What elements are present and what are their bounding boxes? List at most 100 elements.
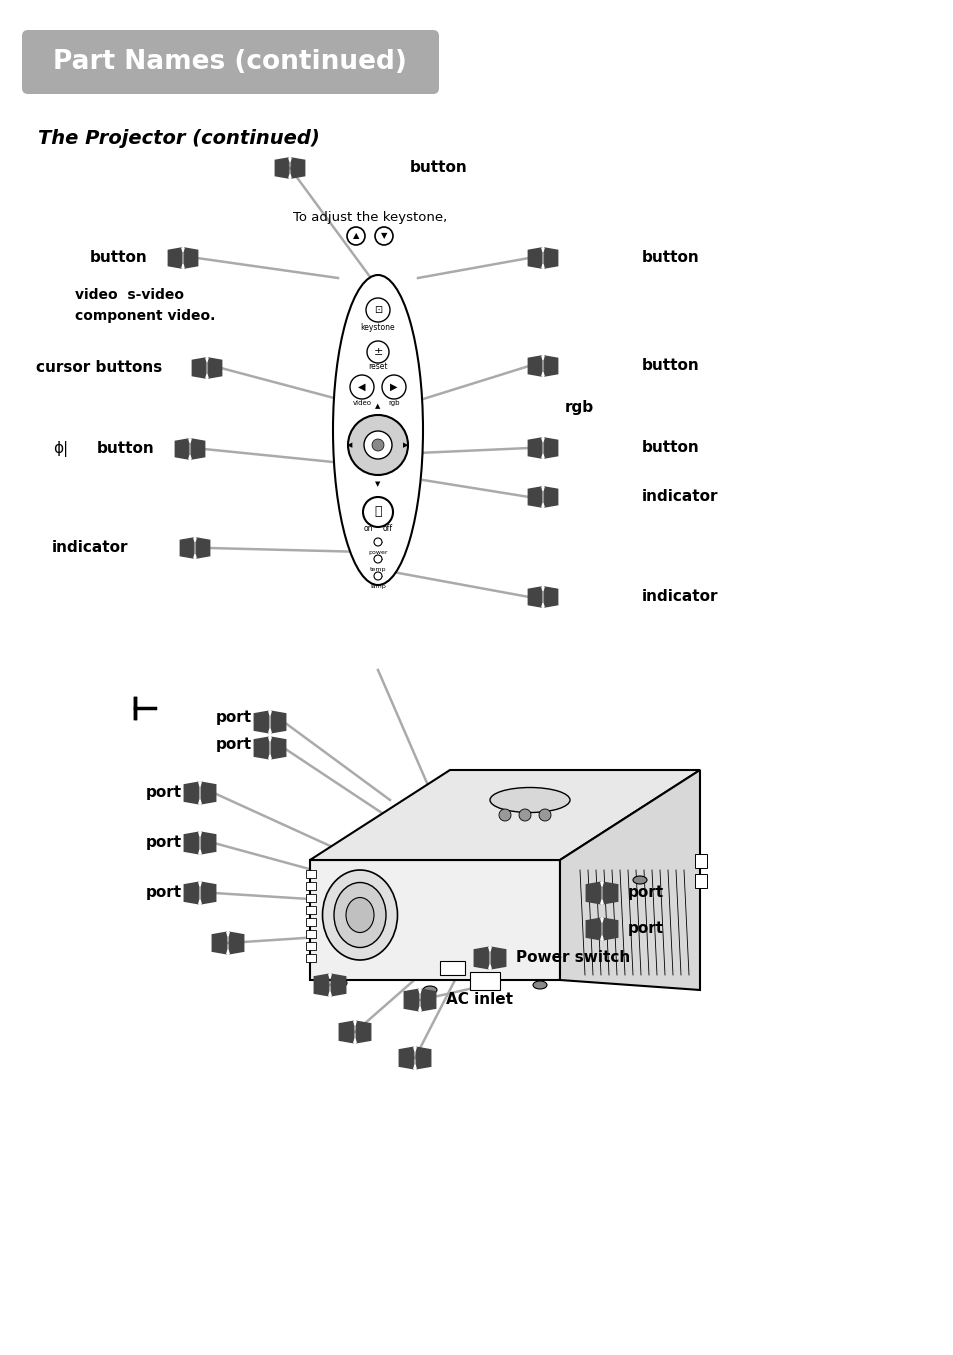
Bar	[306, 917, 315, 925]
Text: Power switch: Power switch	[516, 950, 630, 966]
Polygon shape	[474, 947, 488, 969]
Text: The Projector (continued): The Projector (continued)	[38, 129, 319, 148]
Polygon shape	[416, 1047, 431, 1069]
Polygon shape	[191, 439, 205, 459]
Ellipse shape	[322, 870, 397, 959]
Circle shape	[347, 228, 365, 245]
Polygon shape	[189, 455, 191, 459]
Polygon shape	[269, 737, 271, 741]
Bar	[306, 942, 315, 950]
Polygon shape	[355, 1022, 371, 1043]
Circle shape	[348, 415, 408, 476]
Polygon shape	[528, 486, 541, 507]
Polygon shape	[275, 159, 289, 178]
Polygon shape	[528, 438, 541, 458]
Polygon shape	[193, 358, 206, 378]
Bar	[306, 906, 315, 915]
Polygon shape	[269, 711, 271, 715]
Text: ▼: ▼	[375, 481, 380, 486]
Polygon shape	[201, 882, 215, 904]
Polygon shape	[196, 538, 210, 558]
Text: ▶: ▶	[390, 382, 397, 392]
Bar	[439, 961, 464, 976]
Text: port: port	[146, 786, 182, 801]
Polygon shape	[314, 974, 329, 996]
Text: on: on	[363, 524, 373, 534]
Polygon shape	[189, 439, 191, 443]
Circle shape	[375, 228, 393, 245]
Polygon shape	[543, 356, 558, 377]
Text: ▶: ▶	[403, 442, 408, 449]
Bar	[470, 972, 499, 991]
Polygon shape	[528, 248, 541, 268]
Text: ϕ|: ϕ|	[53, 440, 69, 457]
Polygon shape	[541, 264, 543, 268]
Text: port: port	[215, 710, 252, 725]
Polygon shape	[488, 965, 491, 969]
Polygon shape	[201, 832, 215, 854]
Text: button: button	[410, 160, 467, 176]
Ellipse shape	[334, 882, 386, 947]
Circle shape	[372, 439, 384, 451]
Text: port: port	[215, 737, 252, 752]
Text: indicator: indicator	[641, 489, 718, 504]
Polygon shape	[541, 373, 543, 377]
Polygon shape	[600, 919, 602, 923]
Text: port: port	[146, 836, 182, 851]
Text: rgb: rgb	[564, 401, 594, 416]
Polygon shape	[184, 248, 197, 268]
Polygon shape	[586, 919, 600, 940]
Text: indicator: indicator	[51, 541, 128, 556]
Text: temp: temp	[370, 568, 386, 573]
Polygon shape	[184, 832, 198, 854]
Polygon shape	[291, 159, 304, 178]
Polygon shape	[541, 438, 543, 442]
Text: ◀: ◀	[347, 442, 353, 449]
Text: button: button	[641, 359, 699, 374]
Polygon shape	[198, 882, 201, 886]
Text: power: power	[368, 550, 387, 556]
Circle shape	[518, 809, 531, 821]
Polygon shape	[329, 992, 331, 996]
Text: indicator: indicator	[641, 589, 718, 604]
Polygon shape	[354, 1022, 355, 1026]
Circle shape	[381, 375, 406, 398]
Polygon shape	[418, 1007, 421, 1011]
Circle shape	[374, 538, 381, 546]
Polygon shape	[198, 850, 201, 854]
Polygon shape	[206, 358, 208, 362]
Bar	[306, 954, 315, 962]
Circle shape	[374, 556, 381, 562]
Polygon shape	[354, 1039, 355, 1043]
Polygon shape	[310, 770, 700, 860]
Text: port: port	[627, 921, 663, 936]
Polygon shape	[414, 1065, 416, 1069]
Polygon shape	[329, 974, 331, 978]
Text: port: port	[627, 886, 663, 901]
Polygon shape	[418, 989, 421, 993]
Text: button: button	[641, 251, 699, 266]
Polygon shape	[193, 554, 196, 558]
Polygon shape	[198, 782, 201, 786]
Polygon shape	[543, 486, 558, 507]
Circle shape	[364, 431, 392, 459]
Polygon shape	[271, 711, 286, 733]
Polygon shape	[198, 799, 201, 804]
Polygon shape	[600, 900, 602, 904]
Polygon shape	[227, 950, 229, 954]
Polygon shape	[184, 782, 198, 804]
Text: To adjust the keystone,: To adjust the keystone,	[293, 211, 447, 225]
Text: ⊡: ⊡	[374, 305, 381, 314]
Polygon shape	[182, 264, 184, 268]
Polygon shape	[404, 989, 418, 1011]
Circle shape	[363, 497, 393, 527]
Polygon shape	[541, 503, 543, 507]
Polygon shape	[182, 248, 184, 252]
Ellipse shape	[633, 875, 646, 883]
Polygon shape	[541, 603, 543, 607]
Polygon shape	[528, 356, 541, 377]
Polygon shape	[184, 882, 198, 904]
Polygon shape	[289, 175, 291, 178]
Text: ±: ±	[373, 347, 382, 356]
Text: cursor buttons: cursor buttons	[35, 360, 162, 375]
